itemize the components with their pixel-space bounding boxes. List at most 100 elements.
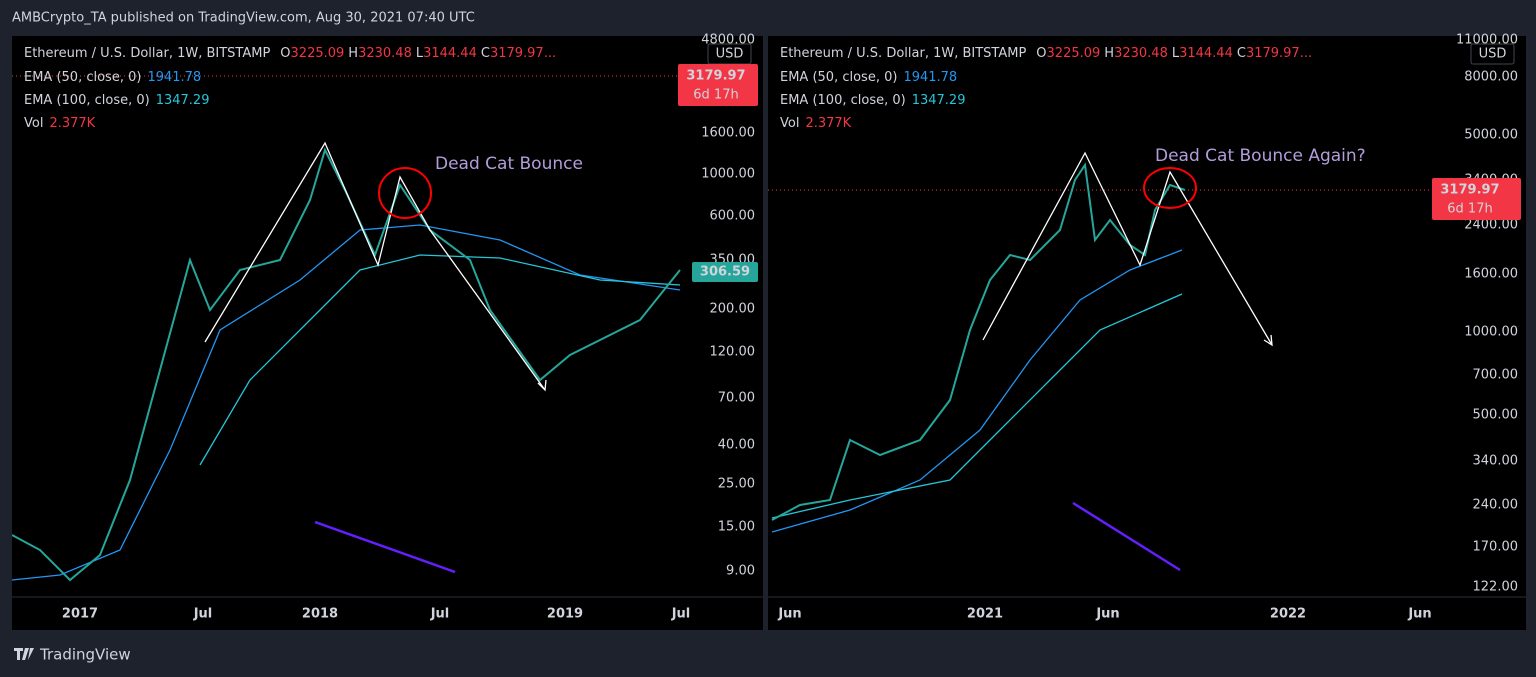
legend-indicator: Vol 2.377K [780,116,852,131]
y-tick-label: 1600.00 [1464,267,1518,282]
indicator-value: 1941.78 [903,70,957,85]
annotation: Dead Cat Bounce Again? [1155,146,1366,166]
y-tick-label: 340.00 [1473,454,1519,469]
x-tick-label: Jul [671,607,691,622]
footer: TradingView [14,646,131,664]
ohlc-key: O [1036,46,1046,61]
y-tick-label: 170.00 [1473,540,1519,555]
legend-symbol: Ethereum / U.S. Dollar, 1W, BITSTAMP O322… [780,46,1312,61]
y-tick-label: 8000.00 [1464,70,1518,85]
ema50-line [771,249,1183,533]
countdown: 6d 17h [693,88,738,103]
ohlc-key: C [481,46,490,61]
ohlc-value: 3230.48 [1114,46,1168,61]
indicator-value: 1347.29 [156,93,210,108]
countdown: 6d 17h [1447,202,1492,217]
price-label: 3179.97 [1440,183,1499,198]
indicator-name: EMA (100, close, 0) [24,93,150,108]
y-tick-label: 700.00 [1473,368,1519,383]
ohlc-value: 3230.48 [358,46,412,61]
logo [14,648,34,660]
ohlc-value: 3225.09 [291,46,345,61]
x-tick-label: Jul [193,607,213,622]
trend-line [314,520,456,574]
x-tick-label: Jun [1407,607,1431,622]
header: AMBCrypto_TA published on TradingView.co… [12,11,475,26]
indicator-value: 1941.78 [147,70,201,85]
annotation: Dead Cat Bounce [435,154,583,174]
x-tick-label: Jun [1095,607,1119,622]
symbol: Ethereum / U.S. Dollar, 1W, BITSTAMP [780,46,1026,61]
price-label-box [678,64,758,106]
right-drawing [768,151,1435,572]
panel [12,36,763,630]
indicator-value: 2.377K [805,116,851,131]
arrow-head [1263,334,1273,347]
indicator-name: Vol [780,116,799,131]
y-tick-label: 25.00 [718,477,755,492]
y-tick-label: 15.00 [718,520,755,535]
indicator-value: 1347.29 [912,93,966,108]
indicator-name: Vol [24,116,43,131]
x-tick-label: 2019 [547,607,583,622]
indicator-value: 2.377K [49,116,95,131]
trend-line [1072,501,1181,572]
panel [768,36,1526,630]
legend-indicator: Vol 2.377K [24,116,96,131]
symbol: Ethereum / U.S. Dollar, 1W, BITSTAMP [24,46,270,61]
ohlc-value: 3179.97... [1246,46,1312,61]
highlight-circle [378,167,432,219]
footer-text: TradingView [39,646,131,664]
x-tick-label: 2021 [967,607,1003,622]
indicator-name: EMA (50, close, 0) [24,70,141,85]
ema100-line [199,254,681,466]
y-tick-label: 122.00 [1473,580,1519,595]
indicator-name: EMA (50, close, 0) [780,70,897,85]
pattern-line [204,141,546,391]
highlight-circle [1143,167,1197,209]
legend-symbol: Ethereum / U.S. Dollar, 1W, BITSTAMP O322… [24,46,556,61]
ema50-line [12,224,681,581]
legend-indicator: EMA (100, close, 0) 1347.29 [24,93,209,108]
ohlc-key: H [1104,46,1114,61]
ema-label-box [692,262,758,282]
legend-indicator: EMA (50, close, 0) 1941.78 [780,70,957,85]
x-tick-label: Jun [777,607,801,622]
ohlc-value: 3144.44 [423,46,477,61]
y-tick-label: 500.00 [1473,408,1519,423]
y-tick-label: 120.00 [710,345,756,360]
x-tick-label: 2022 [1270,607,1306,622]
y-tick-label: 600.00 [710,209,756,224]
left-drawing [12,75,692,582]
ohlc-value: 3225.09 [1047,46,1101,61]
x-tick-label: 2017 [62,607,98,622]
legend-indicator: EMA (100, close, 0) 1347.29 [780,93,965,108]
price-path [771,162,1186,521]
pattern-line [982,151,1273,346]
ohlc-key: L [416,46,424,61]
ema100-line [771,293,1183,519]
currency: USD [1479,47,1507,62]
price-label-box [1432,178,1521,220]
y-tick-label: 2400.00 [1464,218,1518,233]
ohlc-key: O [280,46,290,61]
y-tick-label: 1600.00 [701,126,755,141]
ohlc-key: L [1172,46,1180,61]
y-tick-label: 70.00 [718,391,755,406]
y-tick-label: 200.00 [710,302,756,317]
price-path [12,147,681,582]
price-label: 3179.97 [686,69,745,84]
arrow-head [537,379,547,392]
ohlc-value: 3144.44 [1179,46,1233,61]
y-tick-label: 1000.00 [701,167,755,182]
ohlc-value: 3179.97... [490,46,556,61]
y-tick-label: 240.00 [1473,498,1519,513]
y-tick-label: 1000.00 [1464,325,1518,340]
y-tick-label: 40.00 [718,438,755,453]
currency: USD [716,47,744,62]
y-tick-label: 9.00 [726,564,755,579]
ohlc-key: C [1237,46,1246,61]
y-tick-label: 5000.00 [1464,128,1518,143]
